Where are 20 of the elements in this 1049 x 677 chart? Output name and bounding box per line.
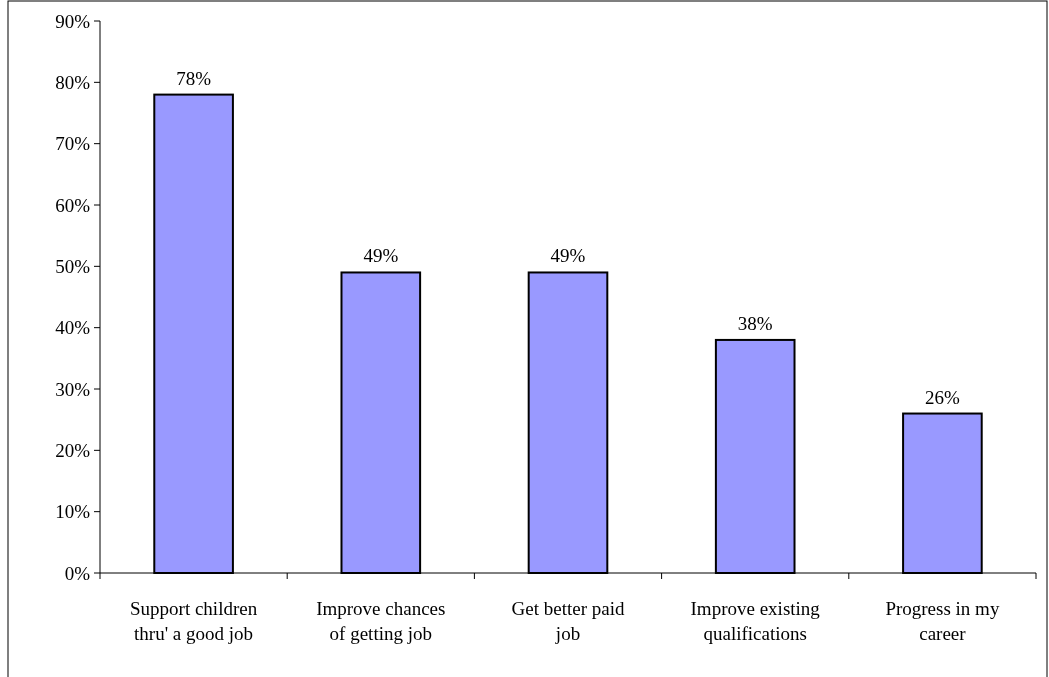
y-tick-label: 90% xyxy=(55,10,91,32)
data-label: 49% xyxy=(550,245,586,267)
y-tick-label: 70% xyxy=(55,133,91,155)
y-tick-label: 20% xyxy=(55,439,91,461)
y-tick-label: 80% xyxy=(55,71,91,93)
y-tick-label: 60% xyxy=(55,194,91,216)
data-label: 38% xyxy=(737,312,773,334)
x-tick-label: Progress in my career xyxy=(885,598,1000,644)
x-tick-label: Support children thru' a good job xyxy=(130,598,258,644)
data-label: 49% xyxy=(363,245,399,267)
data-label: 26% xyxy=(924,386,960,408)
y-tick-label: 40% xyxy=(55,317,91,339)
x-tick-label: Improve existing qualifications xyxy=(690,598,821,644)
y-tick-label: 30% xyxy=(55,378,91,400)
y-tick-label: 50% xyxy=(55,255,91,277)
x-tick-label: Improve chances of getting job xyxy=(316,598,446,644)
y-tick-label: 10% xyxy=(55,501,91,523)
data-label: 78% xyxy=(176,67,212,89)
y-tick-label: 0% xyxy=(64,562,91,584)
x-tick-label: Get better paid job xyxy=(511,598,625,644)
